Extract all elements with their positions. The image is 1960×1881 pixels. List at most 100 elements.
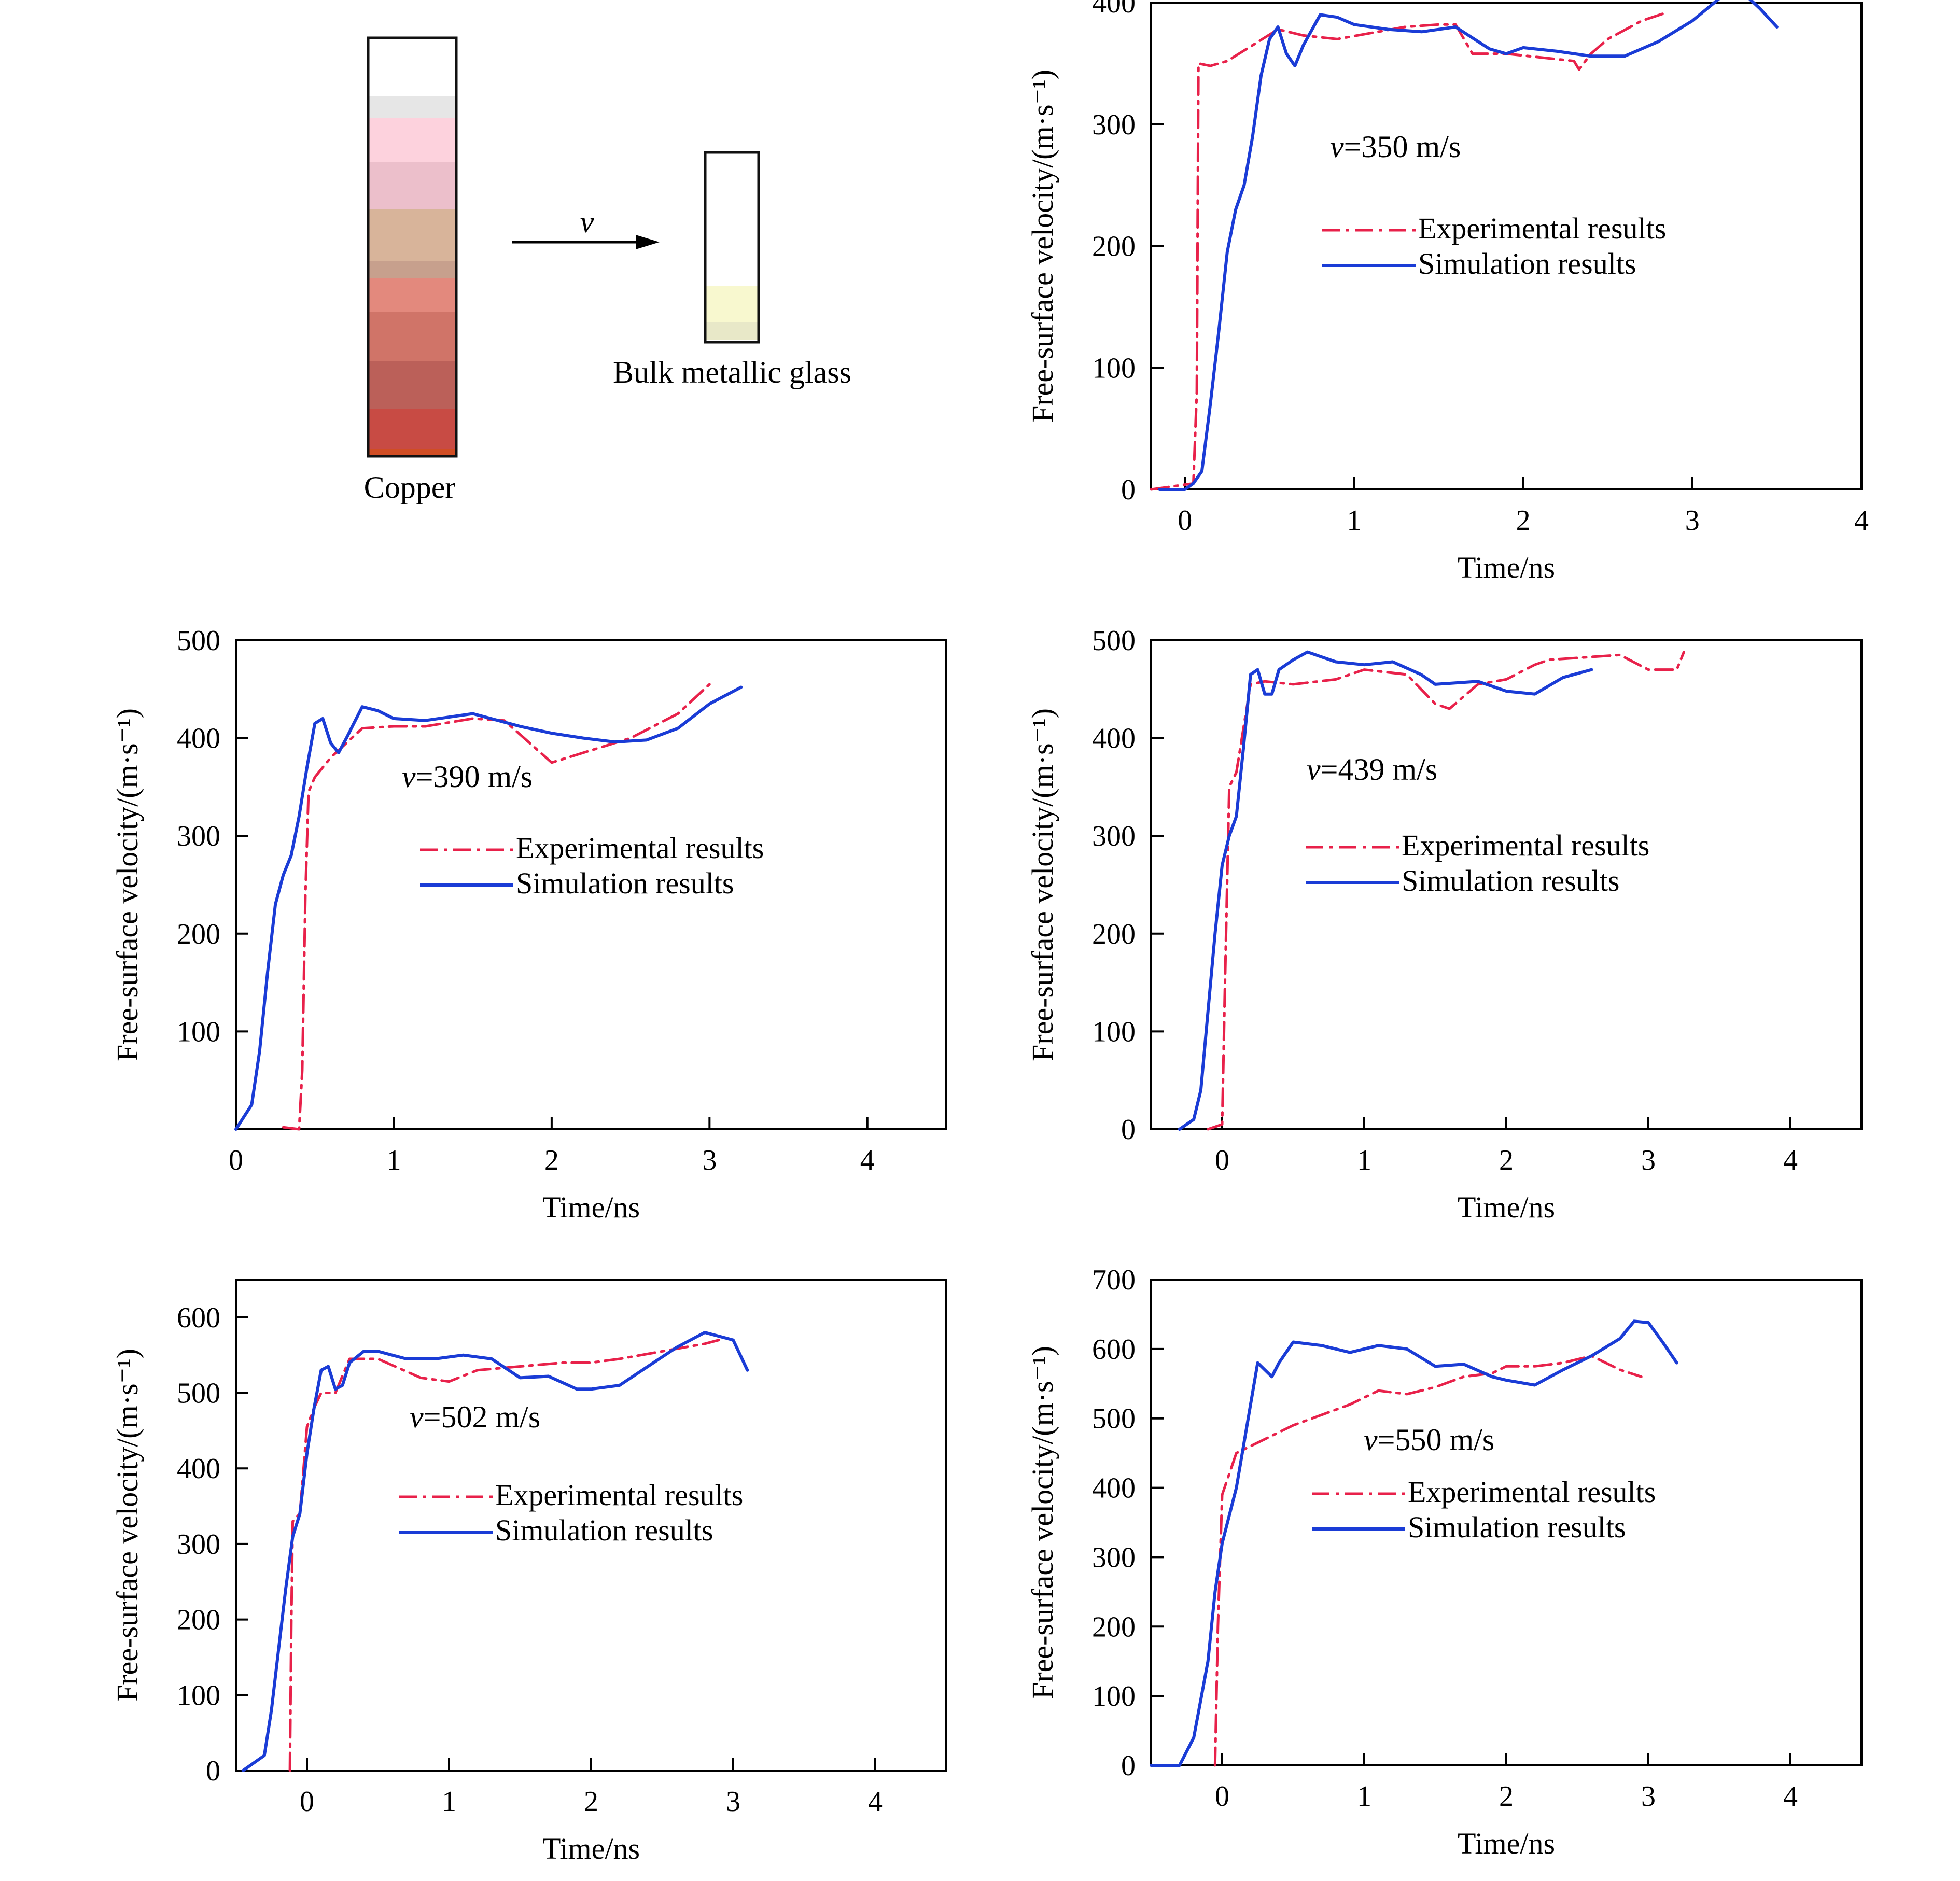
x-tick-label: 1: [1347, 504, 1361, 537]
y-axis-label: Free-surface velocity/(m·s⁻¹): [1026, 708, 1059, 1061]
projectile-layer: [369, 118, 455, 162]
x-tick-label: 3: [1641, 1780, 1656, 1813]
target-outline: [704, 151, 760, 344]
y-tick-label: 500: [1092, 625, 1136, 657]
y-tick-label: 200: [1092, 231, 1136, 263]
x-tick-label: 2: [1499, 1780, 1514, 1813]
x-tick-label: 4: [1854, 504, 1869, 537]
experimental-series-line: [1207, 651, 1685, 1131]
copper-projectile-outline: [367, 36, 458, 458]
x-tick-label: 2: [1499, 1144, 1514, 1176]
y-tick-label: 300: [1092, 109, 1136, 141]
projectile-layer: [369, 278, 455, 312]
y-tick-label: 100: [177, 1679, 220, 1711]
y-tick-label: 600: [1092, 1333, 1136, 1366]
bulk-metallic-glass-target: [706, 153, 758, 340]
y-axis-label: Free-surface velocity/(m·s⁻¹): [1026, 69, 1059, 423]
projectile-layer: [369, 261, 455, 278]
simulation-series-line: [1158, 0, 1779, 491]
y-tick-label: 300: [1092, 820, 1136, 852]
x-tick-label: 0: [1178, 504, 1192, 537]
plot-frame: [1150, 2, 1863, 490]
x-tick-label: 4: [868, 1786, 883, 1818]
x-tick-label: 3: [702, 1144, 717, 1176]
target-layer: [706, 286, 758, 322]
x-tick-label: 3: [726, 1786, 740, 1818]
y-tick-label: 100: [1092, 1016, 1136, 1048]
x-tick-label: 3: [1685, 504, 1700, 537]
y-tick-label: 100: [177, 1016, 220, 1048]
y-tick-label: 500: [1092, 1403, 1136, 1435]
y-tick-label: 400: [1092, 723, 1136, 755]
y-tick-label: 200: [177, 918, 220, 950]
velocity-arrow-head: [636, 235, 660, 249]
legend-label: Experimental results: [1408, 1475, 1656, 1509]
plot-frame: [235, 639, 947, 1130]
y-tick-label: 0: [1121, 1750, 1136, 1782]
simulation-series-line: [241, 1331, 749, 1772]
chart-panel-4: 0 1 2 3 4 0 100 200 300 400 500 600 Time/ns Free-surf…: [110, 1279, 947, 1865]
chart-panel-1: 0 1 2 3 4 0 100 200 300 400 Time/ns Free-surface ve…: [1026, 0, 1869, 584]
y-axis-label: Free-surface velocity/(m·s⁻¹): [110, 708, 144, 1061]
velocity-annotation: v=550 m/s: [1364, 1423, 1494, 1457]
velocity-annotation: v=350 m/s: [1330, 130, 1461, 164]
y-tick-label: 200: [177, 1604, 220, 1636]
y-axis-label: Free-surface velocity/(m·s⁻¹): [1026, 1346, 1059, 1699]
x-tick-label: 1: [1357, 1780, 1371, 1813]
projectile-layer: [369, 96, 455, 118]
y-tick-label: 500: [177, 625, 220, 657]
x-tick-label: 3: [1641, 1144, 1656, 1176]
legend-label: Experimental results: [1402, 829, 1649, 862]
y-tick-label: 100: [1092, 352, 1136, 384]
x-axis-label: Time/ns: [1458, 551, 1555, 584]
experimental-series-line: [1150, 11, 1669, 491]
legend-label: Experimental results: [1418, 212, 1666, 245]
y-tick-label: 300: [177, 1528, 220, 1561]
legend-label: Simulation results: [1408, 1510, 1626, 1544]
simulation-series-line: [1150, 1319, 1678, 1767]
legend-label: Simulation results: [1402, 864, 1620, 897]
legend-label: Simulation results: [495, 1513, 713, 1547]
velocity-annotation: v=502 m/s: [410, 1400, 540, 1434]
x-tick-label: 0: [300, 1786, 314, 1818]
experimental-series-line: [282, 683, 711, 1131]
y-tick-label: 0: [1121, 1114, 1136, 1146]
projectile-layer: [369, 409, 455, 449]
projectile-layer: [369, 39, 455, 96]
y-tick-label: 400: [177, 723, 220, 755]
legend-label: Experimental results: [495, 1478, 743, 1512]
copper-label: Copper: [364, 470, 456, 504]
y-tick-label: 0: [206, 1755, 220, 1787]
x-tick-label: 1: [1357, 1144, 1371, 1176]
chart-panel-2: 0 1 2 3 4 100 200 300 400 500 Time/ns Free-surface …: [110, 625, 947, 1224]
x-tick-label: 1: [442, 1786, 456, 1818]
x-tick-label: 2: [1516, 504, 1531, 537]
chart-panel-5: 0 1 2 3 4 0 100 200 300 400 500 600 700 Time/ns Free-s…: [1026, 1264, 1863, 1860]
x-tick-label: 4: [1783, 1780, 1798, 1813]
y-tick-label: 600: [177, 1302, 220, 1334]
y-tick-label: 400: [1092, 0, 1136, 19]
projectile-layer: [369, 312, 455, 361]
legend-label: Experimental results: [516, 831, 764, 865]
y-tick-label: 300: [1092, 1541, 1136, 1574]
x-tick-label: 0: [1215, 1780, 1229, 1813]
y-tick-label: 500: [177, 1378, 220, 1410]
y-tick-label: 200: [1092, 918, 1136, 950]
x-axis-label: Time/ns: [1458, 1190, 1555, 1224]
x-tick-label: 1: [386, 1144, 401, 1176]
y-tick-label: 200: [1092, 1611, 1136, 1643]
y-tick-label: 0: [1121, 474, 1136, 506]
y-axis-label: Free-surface velocity/(m·s⁻¹): [110, 1349, 144, 1702]
x-tick-label: 4: [860, 1144, 875, 1176]
x-tick-label: 4: [1783, 1144, 1798, 1176]
x-axis-label: Time/ns: [1458, 1827, 1555, 1860]
target-layer: [706, 153, 758, 286]
legend-label: Simulation results: [516, 866, 734, 900]
